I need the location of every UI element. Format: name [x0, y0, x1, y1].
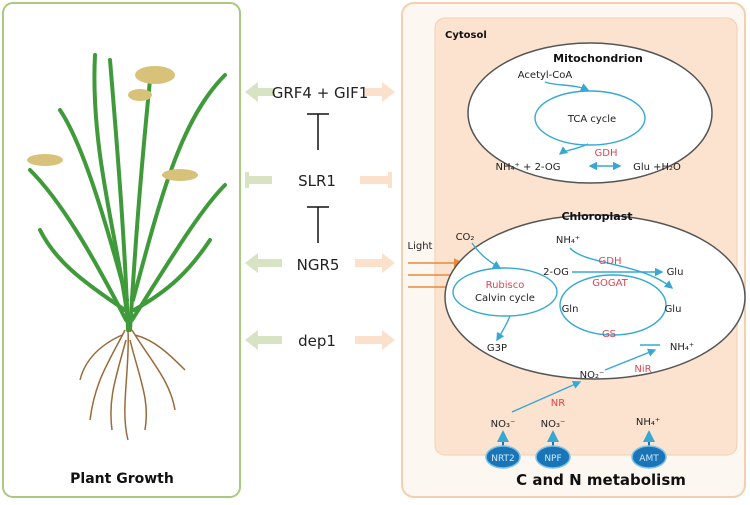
plant-growth-panel: Plant Growth [2, 2, 241, 498]
transporter-npf: NO₃⁻ NPF [535, 419, 571, 469]
mitochondrion-title: Mitochondrion [553, 52, 643, 65]
nh4-2og-label: NH₄⁺ + 2-OG [496, 162, 561, 173]
no2-label: NO₂⁻ [580, 370, 605, 381]
tca-cycle-label: TCA cycle [567, 114, 616, 125]
gdh-enzyme-label: GDH [595, 148, 618, 159]
gdh-chloroplast-label: GDH [599, 256, 622, 267]
ngr5-label: NGR5 [297, 256, 340, 274]
gogat-label: GOGAT [592, 278, 628, 289]
regulators: GRF4 + GIF1 SLR1 NGR5 dep1 [245, 82, 395, 350]
light-label: Light [408, 241, 433, 252]
transporter-name: NPF [544, 454, 561, 464]
rubisco-label: Rubisco [486, 280, 525, 291]
inhibition-symbol [307, 206, 329, 243]
green-arrow [245, 330, 282, 350]
cytosol-label: Cytosol [445, 30, 487, 41]
gln-label: Gln [562, 304, 579, 315]
green-bar-arrow [245, 172, 272, 188]
transporter-nrt2: NO₃⁻ NRT2 [485, 419, 521, 469]
transporter-substrate: NH₄⁺ [636, 417, 660, 428]
acetyl-coa-label: Acetyl-CoA [518, 70, 573, 81]
transporter-name: AMT [639, 454, 659, 464]
metabolism-title: C and N metabolism [516, 471, 686, 489]
calvin-cycle-label: Calvin cycle [475, 293, 535, 304]
orange-arrow [355, 253, 395, 273]
co2-label: CO₂ [456, 232, 475, 243]
mitochondrion: Mitochondrion Acetyl-CoA TCA cycle GDH N… [467, 42, 713, 184]
plant-growth-title: Plant Growth [70, 471, 174, 487]
rice-plant-illustration [27, 53, 227, 441]
glu-h2o-label: Glu +H₂O [633, 162, 681, 173]
orange-arrow [365, 82, 395, 102]
green-arrow [245, 82, 275, 102]
dep1-label: dep1 [298, 332, 336, 350]
nr-label: NR [551, 398, 565, 409]
gs-gogat-cycle [559, 274, 667, 336]
transporter-substrate: NO₃⁻ [491, 419, 516, 430]
slr1-label: SLR1 [298, 172, 336, 190]
chloroplast-title: Chloroplast [561, 210, 632, 223]
glu-top-label: Glu [667, 267, 684, 278]
chloroplast: Chloroplast CO₂ NH₄⁺ Rubisco Calvin cycl… [444, 210, 746, 381]
orange-bar-arrow [360, 172, 392, 188]
transporter-substrate: NO₃⁻ [541, 419, 566, 430]
nh4-bottom-label: NH₄⁺ [670, 342, 694, 353]
inhibition-symbol [307, 113, 329, 150]
grf4-gif1-label: GRF4 + GIF1 [272, 84, 369, 102]
tca-cycle-loop [534, 90, 646, 146]
calvin-cycle-loop [452, 267, 558, 317]
glu-mid-label: Glu [665, 304, 682, 315]
metabolism-panel: Cytosol Mitochondrion Acetyl-CoA TCA cyc… [401, 2, 746, 498]
green-arrow [245, 253, 282, 273]
g3p-label: G3P [487, 343, 507, 354]
transporter-name: NRT2 [491, 454, 515, 464]
nir-label: NiR [634, 364, 651, 375]
orange-arrow [355, 330, 395, 350]
2og-label: 2-OG [543, 267, 569, 278]
transporter-amt: NH₄⁺ AMT [631, 417, 667, 469]
nh4-top-label: NH₄⁺ [556, 235, 580, 246]
gs-label: GS [602, 329, 616, 340]
